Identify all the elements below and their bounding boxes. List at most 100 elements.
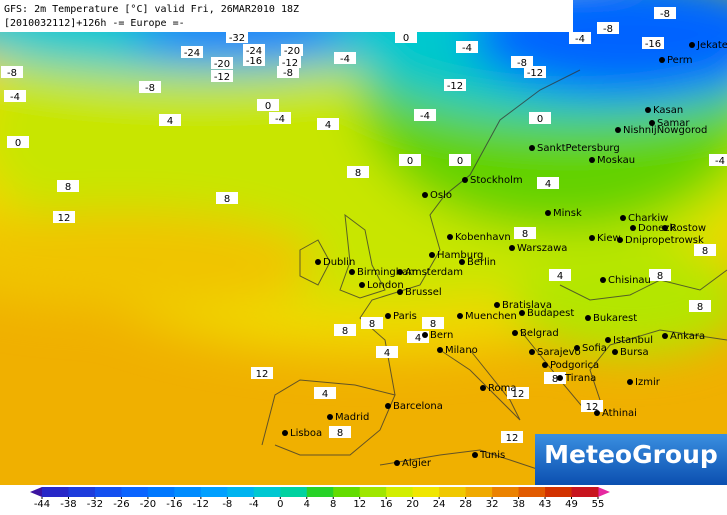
isotherm-label: -8 bbox=[145, 83, 155, 94]
city-dot bbox=[529, 349, 535, 355]
isotherm-label: 8 bbox=[355, 168, 361, 179]
isotherm-label: 8 bbox=[369, 319, 375, 330]
isotherm-label-box bbox=[654, 7, 676, 19]
city-dot bbox=[397, 269, 403, 275]
city-dot bbox=[689, 42, 695, 48]
isotherm-label-box bbox=[57, 180, 79, 192]
isotherm-label-box bbox=[376, 346, 398, 358]
city-dot bbox=[545, 210, 551, 216]
colorbar-segment bbox=[253, 487, 281, 497]
colorbar-segment bbox=[518, 487, 546, 497]
city-label: Athinai bbox=[602, 408, 637, 419]
isotherm-label-box bbox=[399, 154, 421, 166]
isotherm-label-box bbox=[507, 387, 529, 399]
city-dot bbox=[605, 337, 611, 343]
isotherm-label: -12 bbox=[282, 58, 298, 69]
city-dot bbox=[529, 145, 535, 151]
isotherm-label: -4 bbox=[420, 111, 430, 122]
city-dot bbox=[394, 460, 400, 466]
city-dot bbox=[574, 345, 580, 351]
city-dot bbox=[494, 302, 500, 308]
isotherm-label: 12 bbox=[506, 433, 519, 444]
city-label: Minsk bbox=[553, 208, 582, 219]
city-dot bbox=[585, 315, 591, 321]
isotherm-label-box bbox=[211, 57, 233, 69]
city-dot bbox=[457, 313, 463, 319]
city-dot bbox=[600, 277, 606, 283]
city-label: NishnijNowgorod bbox=[623, 125, 707, 136]
colorbar-segment bbox=[306, 487, 334, 497]
city-label: Bern bbox=[430, 330, 453, 341]
isotherm-label: -12 bbox=[527, 68, 543, 79]
isotherm-label-box bbox=[159, 114, 181, 126]
isotherm-label-box bbox=[581, 400, 603, 412]
isotherm-label: -4 bbox=[575, 34, 585, 45]
isotherm-label-box bbox=[414, 109, 436, 121]
city-dot bbox=[509, 245, 515, 251]
labels: -24-20-24 -20-16 -12-8-12-32-40-8-4-8-404 4… bbox=[1, 7, 727, 469]
isotherm-label-box bbox=[314, 387, 336, 399]
isotherm-label: 8 bbox=[430, 319, 436, 330]
city-dot bbox=[519, 310, 525, 316]
city-dot bbox=[557, 375, 563, 381]
city-label: Istanbul bbox=[613, 335, 653, 346]
isotherm-label-box bbox=[347, 166, 369, 178]
colorbar-tick-label: 49 bbox=[565, 499, 578, 510]
city-dot bbox=[594, 410, 600, 416]
colorbar-segment bbox=[227, 487, 255, 497]
isotherm-label-box bbox=[694, 244, 716, 256]
colorbar-arrow bbox=[598, 487, 610, 497]
isotherm-label: 4 bbox=[557, 271, 563, 282]
isotherm-label-box bbox=[243, 44, 265, 56]
city-label: Berlin bbox=[467, 257, 496, 268]
city-label: Donezk bbox=[638, 223, 676, 234]
isotherm-label-box bbox=[537, 177, 559, 189]
isotherm-label-box bbox=[181, 46, 203, 58]
city-dot bbox=[480, 385, 486, 391]
colorbar-segment bbox=[280, 487, 308, 497]
city-label: Perm bbox=[667, 55, 693, 66]
city-label: Samar bbox=[657, 118, 690, 129]
isotherm-label: 4 bbox=[167, 116, 173, 127]
colorbar-tick-label: -4 bbox=[249, 499, 259, 510]
city-label: Sofia bbox=[582, 343, 607, 354]
isotherm-label: 8 bbox=[702, 246, 708, 257]
isotherm-label: 4 bbox=[325, 120, 331, 131]
isotherm-label-box bbox=[649, 269, 671, 281]
city-label: Muenchen bbox=[465, 311, 517, 322]
city-label: Barcelona bbox=[393, 401, 443, 412]
isotherm-label-box bbox=[449, 154, 471, 166]
city-label: Algier bbox=[402, 458, 432, 469]
city-label: Hamburg bbox=[437, 250, 483, 261]
header-box bbox=[0, 0, 573, 32]
city-dot bbox=[620, 215, 626, 221]
city-label: Bratislava bbox=[502, 300, 552, 311]
colorbar-segment bbox=[439, 487, 467, 497]
isotherm-label-box bbox=[53, 211, 75, 223]
isotherm-label: -4 bbox=[10, 92, 20, 103]
city-dot bbox=[662, 333, 668, 339]
city-label: Izmir bbox=[635, 377, 661, 388]
logo-box bbox=[535, 434, 727, 485]
city-dot bbox=[422, 332, 428, 338]
city-label: Jekaterinb bbox=[696, 40, 727, 51]
colorbar-segment bbox=[545, 487, 573, 497]
isotherm-label-box bbox=[329, 426, 351, 438]
isotherm-label: 0 bbox=[265, 101, 271, 112]
isotherm-label: 8 bbox=[65, 182, 71, 193]
city-dot bbox=[397, 289, 403, 295]
isotherm-label-box bbox=[257, 99, 279, 111]
isotherm-label-box bbox=[251, 367, 273, 379]
isotherm-label-box bbox=[689, 300, 711, 312]
isotherm-label-box bbox=[279, 56, 301, 68]
isotherm-label-box bbox=[511, 56, 533, 68]
isotherm-label: -20 bbox=[214, 59, 230, 70]
city-dot bbox=[512, 330, 518, 336]
isotherm-label-box bbox=[277, 66, 299, 78]
isotherm-label: 8 bbox=[697, 302, 703, 313]
isotherm-label-box bbox=[216, 192, 238, 204]
city-label: Kasan bbox=[653, 105, 683, 116]
city-dot bbox=[437, 347, 443, 353]
isotherm-label: 4 bbox=[322, 389, 328, 400]
city-dot bbox=[349, 269, 355, 275]
